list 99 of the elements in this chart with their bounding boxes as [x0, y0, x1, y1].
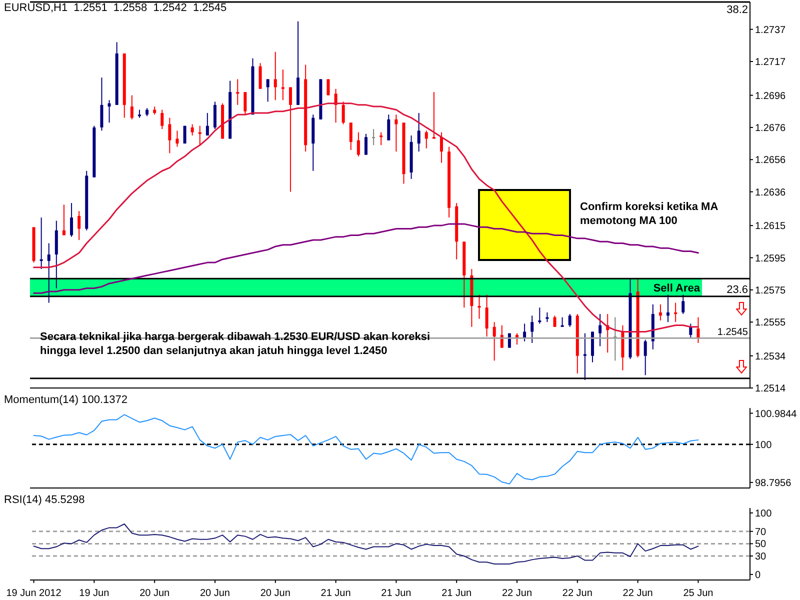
text: 38.2: [726, 3, 748, 17]
candlestick: [644, 339, 647, 376]
candlestick: [342, 101, 345, 125]
y-tick-label: 1.2534: [755, 351, 786, 362]
candlestick: [236, 78, 240, 106]
y-tick-label: 100: [755, 440, 772, 451]
y-tick-label: 1.2595: [755, 253, 786, 264]
candlestick: [440, 132, 443, 164]
candlestick: [485, 294, 488, 338]
y-tick-label: 50: [755, 539, 767, 550]
candlestick: [500, 324, 504, 348]
candlestick: [658, 304, 662, 321]
x-tick-label: 22 Jun: [562, 588, 592, 599]
candlestick: [78, 210, 81, 241]
chart-title: Momentum(14) 100.1372: [4, 394, 128, 406]
y-tick-label: 1.2676: [755, 123, 786, 134]
y-tick-label: 1.2575: [755, 285, 786, 296]
candlestick: [523, 323, 526, 342]
candlestick: [190, 124, 194, 136]
x-tick-label: 21 Jun: [320, 588, 351, 599]
x-tick-label: 19 Jun: [79, 588, 110, 599]
candlestick: [478, 294, 481, 320]
candlestick: [696, 316, 700, 344]
y-tick-label: 100.9844: [755, 408, 798, 420]
candlestick: [326, 78, 330, 96]
y-tick-label: 100: [755, 508, 772, 520]
candlestick: [424, 130, 428, 149]
chart-title: RSI(14) 45.5298: [4, 494, 85, 506]
candlestick: [206, 112, 209, 136]
text: 23.6: [726, 283, 748, 297]
x-tick-label: 20 Jun: [140, 588, 170, 599]
y-tick-label: 0: [755, 570, 761, 582]
candlestick: [288, 86, 292, 192]
x-tick-label: 25 Jun: [683, 588, 714, 599]
candlestick: [553, 315, 556, 328]
x-tick-label: 21 Jun: [381, 588, 412, 599]
y-tick-label: 1.2555: [755, 318, 786, 329]
line-series: [33, 414, 699, 484]
y-tick-label: 1.2656: [755, 155, 786, 166]
candlestick: [281, 69, 284, 101]
y-tick-label: 1.2636: [755, 187, 786, 198]
x-tick-label: 22 Jun: [502, 588, 532, 599]
candlestick: [614, 316, 617, 362]
candlestick: [689, 323, 692, 339]
y-tick-label: 1.2615: [755, 221, 786, 232]
y-tick-label: 1.2717: [755, 57, 786, 68]
candlestick: [583, 332, 586, 380]
candlestick: [364, 133, 368, 156]
y-tick-label: 1.2737: [755, 24, 786, 36]
ref-line-label: 1.2545: [717, 327, 748, 338]
candlestick: [598, 314, 602, 347]
annotation: Confirm koreksi ketika MA memotong MA 100: [580, 200, 719, 228]
candlestick: [568, 314, 572, 328]
candlestick: [417, 112, 420, 152]
candlestick: [349, 122, 352, 150]
candlestick: [274, 51, 277, 101]
candlestick: [258, 62, 262, 90]
candlestick: [387, 114, 390, 141]
candlestick: [538, 307, 542, 324]
candlestick: [674, 302, 678, 323]
candlestick: [198, 125, 202, 146]
candlestick: [70, 202, 74, 238]
y-tick-label: 98.7956: [755, 478, 792, 489]
candlestick: [100, 77, 104, 132]
y-tick-label: 30: [755, 552, 767, 563]
candlestick: [372, 128, 376, 146]
candlestick: [356, 132, 360, 157]
candlestick: [560, 316, 564, 328]
x-tick-label: 22 Jun: [622, 588, 653, 599]
candlestick: [62, 204, 66, 236]
candlestick: [380, 132, 383, 146]
candlestick: [108, 100, 111, 124]
band-label: Sell Area: [653, 282, 701, 294]
candlestick: [682, 294, 685, 315]
x-tick-label: 19 Jun 2012: [6, 588, 62, 599]
candlestick: [47, 242, 50, 304]
candlestick: [530, 315, 534, 344]
candlestick: [40, 217, 43, 270]
candlestick: [130, 94, 134, 120]
candlestick: [394, 114, 398, 152]
candlestick: [432, 92, 436, 140]
y-tick-label: 1.2696: [755, 90, 786, 102]
candlestick: [244, 92, 247, 116]
x-tick-label: 21 Jun: [442, 588, 472, 599]
annotation: Secara teknikal jika harga bergerak dibawah 1.2530 EUR/USD akan koreksi hingga level 1.2500 dan selanjutnya akan jatuh hingga level 1.2450: [40, 330, 432, 358]
candlestick: [176, 130, 179, 148]
y-tick-label: 1.2514: [755, 384, 786, 395]
x-tick-label: 20 Jun: [260, 588, 290, 599]
candlestick: [492, 322, 496, 362]
y-tick-label: 70: [755, 526, 767, 538]
candlestick: [213, 101, 216, 130]
candlestick: [666, 294, 670, 323]
line-series: [33, 524, 699, 564]
candlestick: [266, 78, 270, 102]
candlestick: [168, 117, 172, 154]
candlestick: [546, 312, 549, 323]
candlestick: [160, 109, 164, 130]
chart-title: EURUSD,H1 1.2551 1.2558 1.2542 1.2545: [4, 2, 227, 14]
x-tick-label: 20 Jun: [200, 588, 230, 599]
